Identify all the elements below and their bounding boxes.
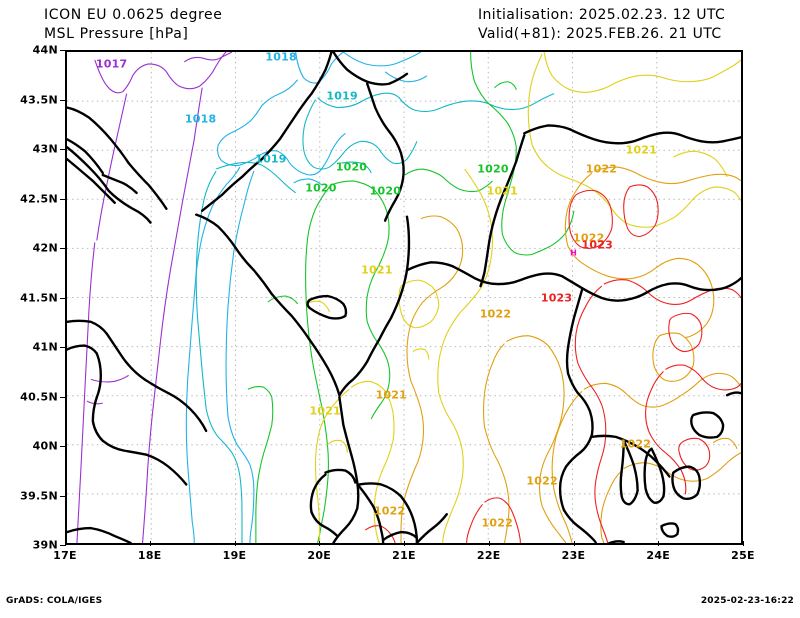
x-axis-tick-mark xyxy=(488,541,490,546)
grid-lines xyxy=(67,52,741,543)
contour-1023 xyxy=(364,184,741,543)
map-plot-area xyxy=(65,50,743,545)
render-timestamp: 2025-02-23-16:22 xyxy=(700,596,794,606)
x-axis-tick-label: 19E xyxy=(222,549,247,562)
contour-1021 xyxy=(305,52,741,543)
initialisation-time: Initialisation: 2025.02.23. 12 UTC xyxy=(478,7,726,23)
y-axis-tick-mark xyxy=(60,545,65,546)
y-axis-tick-label: 40N xyxy=(32,439,58,453)
x-axis-tick-label: 17E xyxy=(53,549,77,562)
y-axis-tick-label: 41N xyxy=(32,340,58,354)
contour-1017 xyxy=(76,52,233,543)
y-axis-tick-label: 43N xyxy=(32,142,58,156)
y-axis-tick-label: 43.5N xyxy=(20,93,58,106)
contour-1020 xyxy=(247,52,575,543)
x-axis-tick-mark xyxy=(234,541,236,546)
x-axis-tick-label: 23E xyxy=(561,549,586,562)
y-axis-tick-label: 39N xyxy=(32,538,58,552)
valid-time: Valid(+81): 2025.FEB.26. 21 UTC xyxy=(478,26,722,42)
y-axis-tick-label: 39.5N xyxy=(20,489,58,502)
high-pressure-marker: H xyxy=(570,248,577,258)
y-axis-tick-label: 42.5N xyxy=(20,192,58,205)
x-axis-tick-label: 22E xyxy=(476,549,501,562)
coastlines-and-borders xyxy=(67,52,741,543)
x-axis-tick-label: 18E xyxy=(137,549,162,562)
y-axis-tick-mark xyxy=(60,347,65,348)
x-axis-tick-label: 25E xyxy=(731,549,755,562)
x-axis-tick-mark xyxy=(743,541,744,546)
y-axis-tick-label: 40.5N xyxy=(20,390,58,403)
contour-1018 xyxy=(185,52,428,543)
header-right-block: Initialisation: 2025.02.23. 12 UTC Valid… xyxy=(478,6,725,44)
y-axis-tick-mark xyxy=(60,198,65,200)
x-axis-tick-mark xyxy=(65,541,66,546)
y-axis-tick-mark xyxy=(60,396,65,398)
grads-credit: GrADS: COLA/IGES xyxy=(6,596,103,606)
y-axis-tick-mark xyxy=(60,446,65,447)
variable-title: MSL Pressure [hPa] xyxy=(44,26,189,42)
y-axis-tick-mark xyxy=(60,495,65,497)
y-axis-tick-mark xyxy=(60,149,65,150)
header-left-block: ICON EU 0.0625 degree MSL Pressure [hPa] xyxy=(44,6,223,44)
y-axis-tick-label: 41.5N xyxy=(20,291,58,304)
model-title: ICON EU 0.0625 degree xyxy=(44,7,223,23)
x-axis-tick-mark xyxy=(404,541,405,546)
x-axis-tick-label: 20E xyxy=(307,549,332,562)
x-axis-tick-label: 24E xyxy=(646,549,671,562)
x-axis-tick-mark xyxy=(319,541,321,546)
y-axis-tick-label: 44N xyxy=(32,43,58,57)
y-axis-tick-label: 42N xyxy=(32,241,58,255)
x-axis-tick-mark xyxy=(149,541,151,546)
x-axis-tick-mark xyxy=(573,541,575,546)
contour-map-svg xyxy=(67,52,741,543)
y-axis-tick-mark xyxy=(60,248,65,249)
y-axis-tick-mark xyxy=(60,99,65,101)
y-axis-tick-mark xyxy=(60,50,65,51)
x-axis-tick-label: 21E xyxy=(392,549,416,562)
x-axis-tick-mark xyxy=(658,541,660,546)
y-axis-tick-mark xyxy=(60,297,65,299)
